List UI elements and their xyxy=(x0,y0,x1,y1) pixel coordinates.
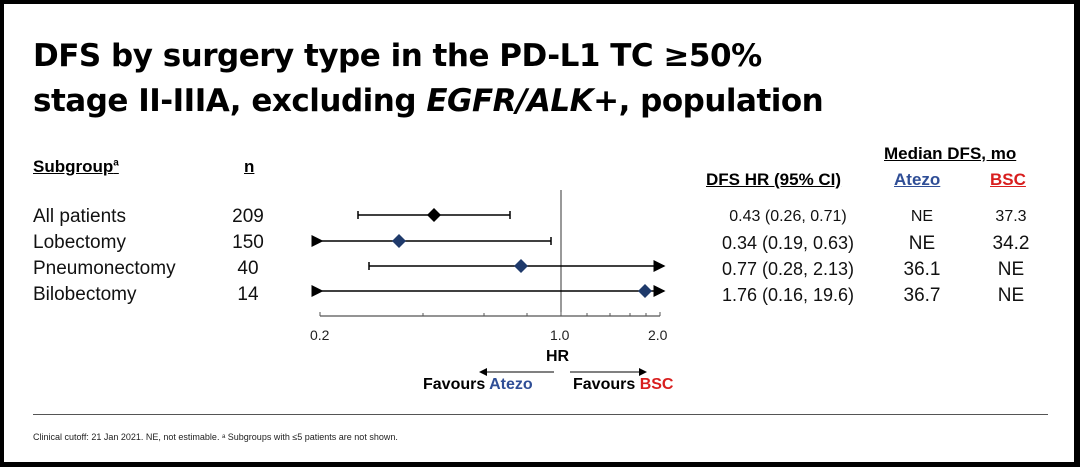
bsc-median: NE xyxy=(997,259,1025,280)
footer-divider xyxy=(33,414,1048,415)
slide-title: DFS by surgery type in the PD-L1 TC ≥50%… xyxy=(33,34,824,124)
bsc-median: NE xyxy=(997,285,1025,306)
hr-ci-value: 1.76 (0.16, 19.6) xyxy=(721,285,855,305)
atezo-median: 36.7 xyxy=(903,285,941,306)
subgroup-label: Pneumonectomy xyxy=(33,258,176,279)
footnote: Clinical cutoff: 21 Jan 2021. NE, not es… xyxy=(33,432,398,442)
bsc-median: 34.2 xyxy=(992,233,1030,254)
n-header: n xyxy=(244,157,255,176)
n-value: 209 xyxy=(232,206,264,227)
hr-ci-value: 0.43 (0.26, 0.71) xyxy=(729,208,847,225)
subgroup-label: Lobectomy xyxy=(33,232,126,253)
slide: DFS by surgery type in the PD-L1 TC ≥50%… xyxy=(4,4,1074,462)
subgroup-header: Subgroupa xyxy=(33,157,119,176)
forest-plot xyxy=(311,190,666,376)
atezo-median: NE xyxy=(910,208,934,225)
n-value: 40 xyxy=(237,258,259,279)
title-line-2: stage II-IIIA, excluding EGFR/ALK+, popu… xyxy=(33,83,824,119)
hr-ci-value: 0.77 (0.28, 2.13) xyxy=(721,259,855,279)
hr-ci-value: 0.34 (0.19, 0.63) xyxy=(721,233,855,253)
bsc-median: 37.3 xyxy=(995,208,1027,225)
tick-label-1.0: 1.0 xyxy=(550,327,570,343)
favours-bsc-label: Favours BSC xyxy=(573,376,674,393)
x-axis-label: HR xyxy=(546,348,570,365)
title-line-1: DFS by surgery type in the PD-L1 TC ≥50% xyxy=(33,38,762,74)
n-value: 150 xyxy=(232,232,264,253)
dfs-hr-header: DFS HR (95% CI) xyxy=(706,170,842,189)
bsc-header: BSC xyxy=(990,170,1026,189)
subgroup-label: Bilobectomy xyxy=(33,284,137,305)
favours-atezo-label: Favours Atezo xyxy=(423,376,533,393)
median-dfs-header: Median DFS, mo xyxy=(884,144,1017,163)
tick-label-2.0: 2.0 xyxy=(648,327,668,343)
n-value: 14 xyxy=(237,284,259,305)
atezo-median: 36.1 xyxy=(903,259,941,280)
atezo-header: Atezo xyxy=(894,170,941,189)
atezo-median: NE xyxy=(908,233,936,254)
tick-label-0.2: 0.2 xyxy=(310,327,330,343)
subgroup-label: All patients xyxy=(33,206,126,227)
